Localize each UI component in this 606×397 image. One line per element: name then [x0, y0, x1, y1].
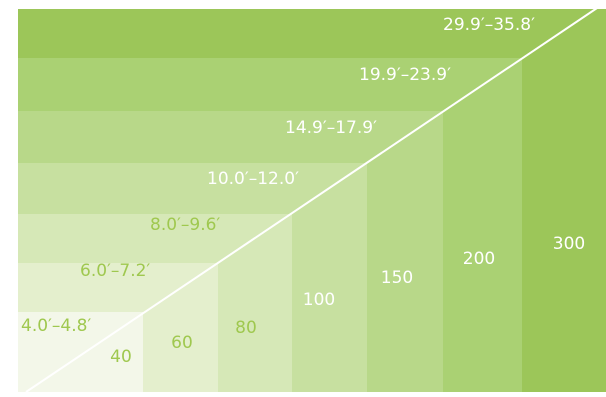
- screen-size-label: 40: [110, 347, 132, 367]
- screen-size-label: 200: [463, 249, 495, 269]
- distance-range-label: 10.0′–12.0′: [207, 169, 299, 189]
- labels-group: 4.0′–4.8′ 6.0′–7.2′ 8.0′–9.6′ 10.0′–12.0′ 14…: [21, 15, 585, 367]
- distance-range-label: 14.9′–17.9′: [285, 118, 377, 138]
- diagonal-line: [25, 1, 606, 393]
- band-40: [18, 312, 143, 392]
- screen-size-label: 80: [235, 318, 257, 338]
- distance-range-label: 19.9′–23.9′: [359, 65, 451, 85]
- distance-range-label: 4.0′–4.8′: [21, 316, 91, 336]
- distance-range-label: 8.0′–9.6′: [150, 215, 220, 235]
- screen-size-label: 300: [553, 234, 585, 254]
- distance-range-label: 6.0′–7.2′: [80, 261, 150, 281]
- screen-size-label: 150: [381, 268, 413, 288]
- distance-range-label: 29.9′–35.8′: [443, 15, 535, 35]
- screen-size-label: 60: [171, 333, 193, 353]
- screen-size-label: 100: [303, 290, 335, 310]
